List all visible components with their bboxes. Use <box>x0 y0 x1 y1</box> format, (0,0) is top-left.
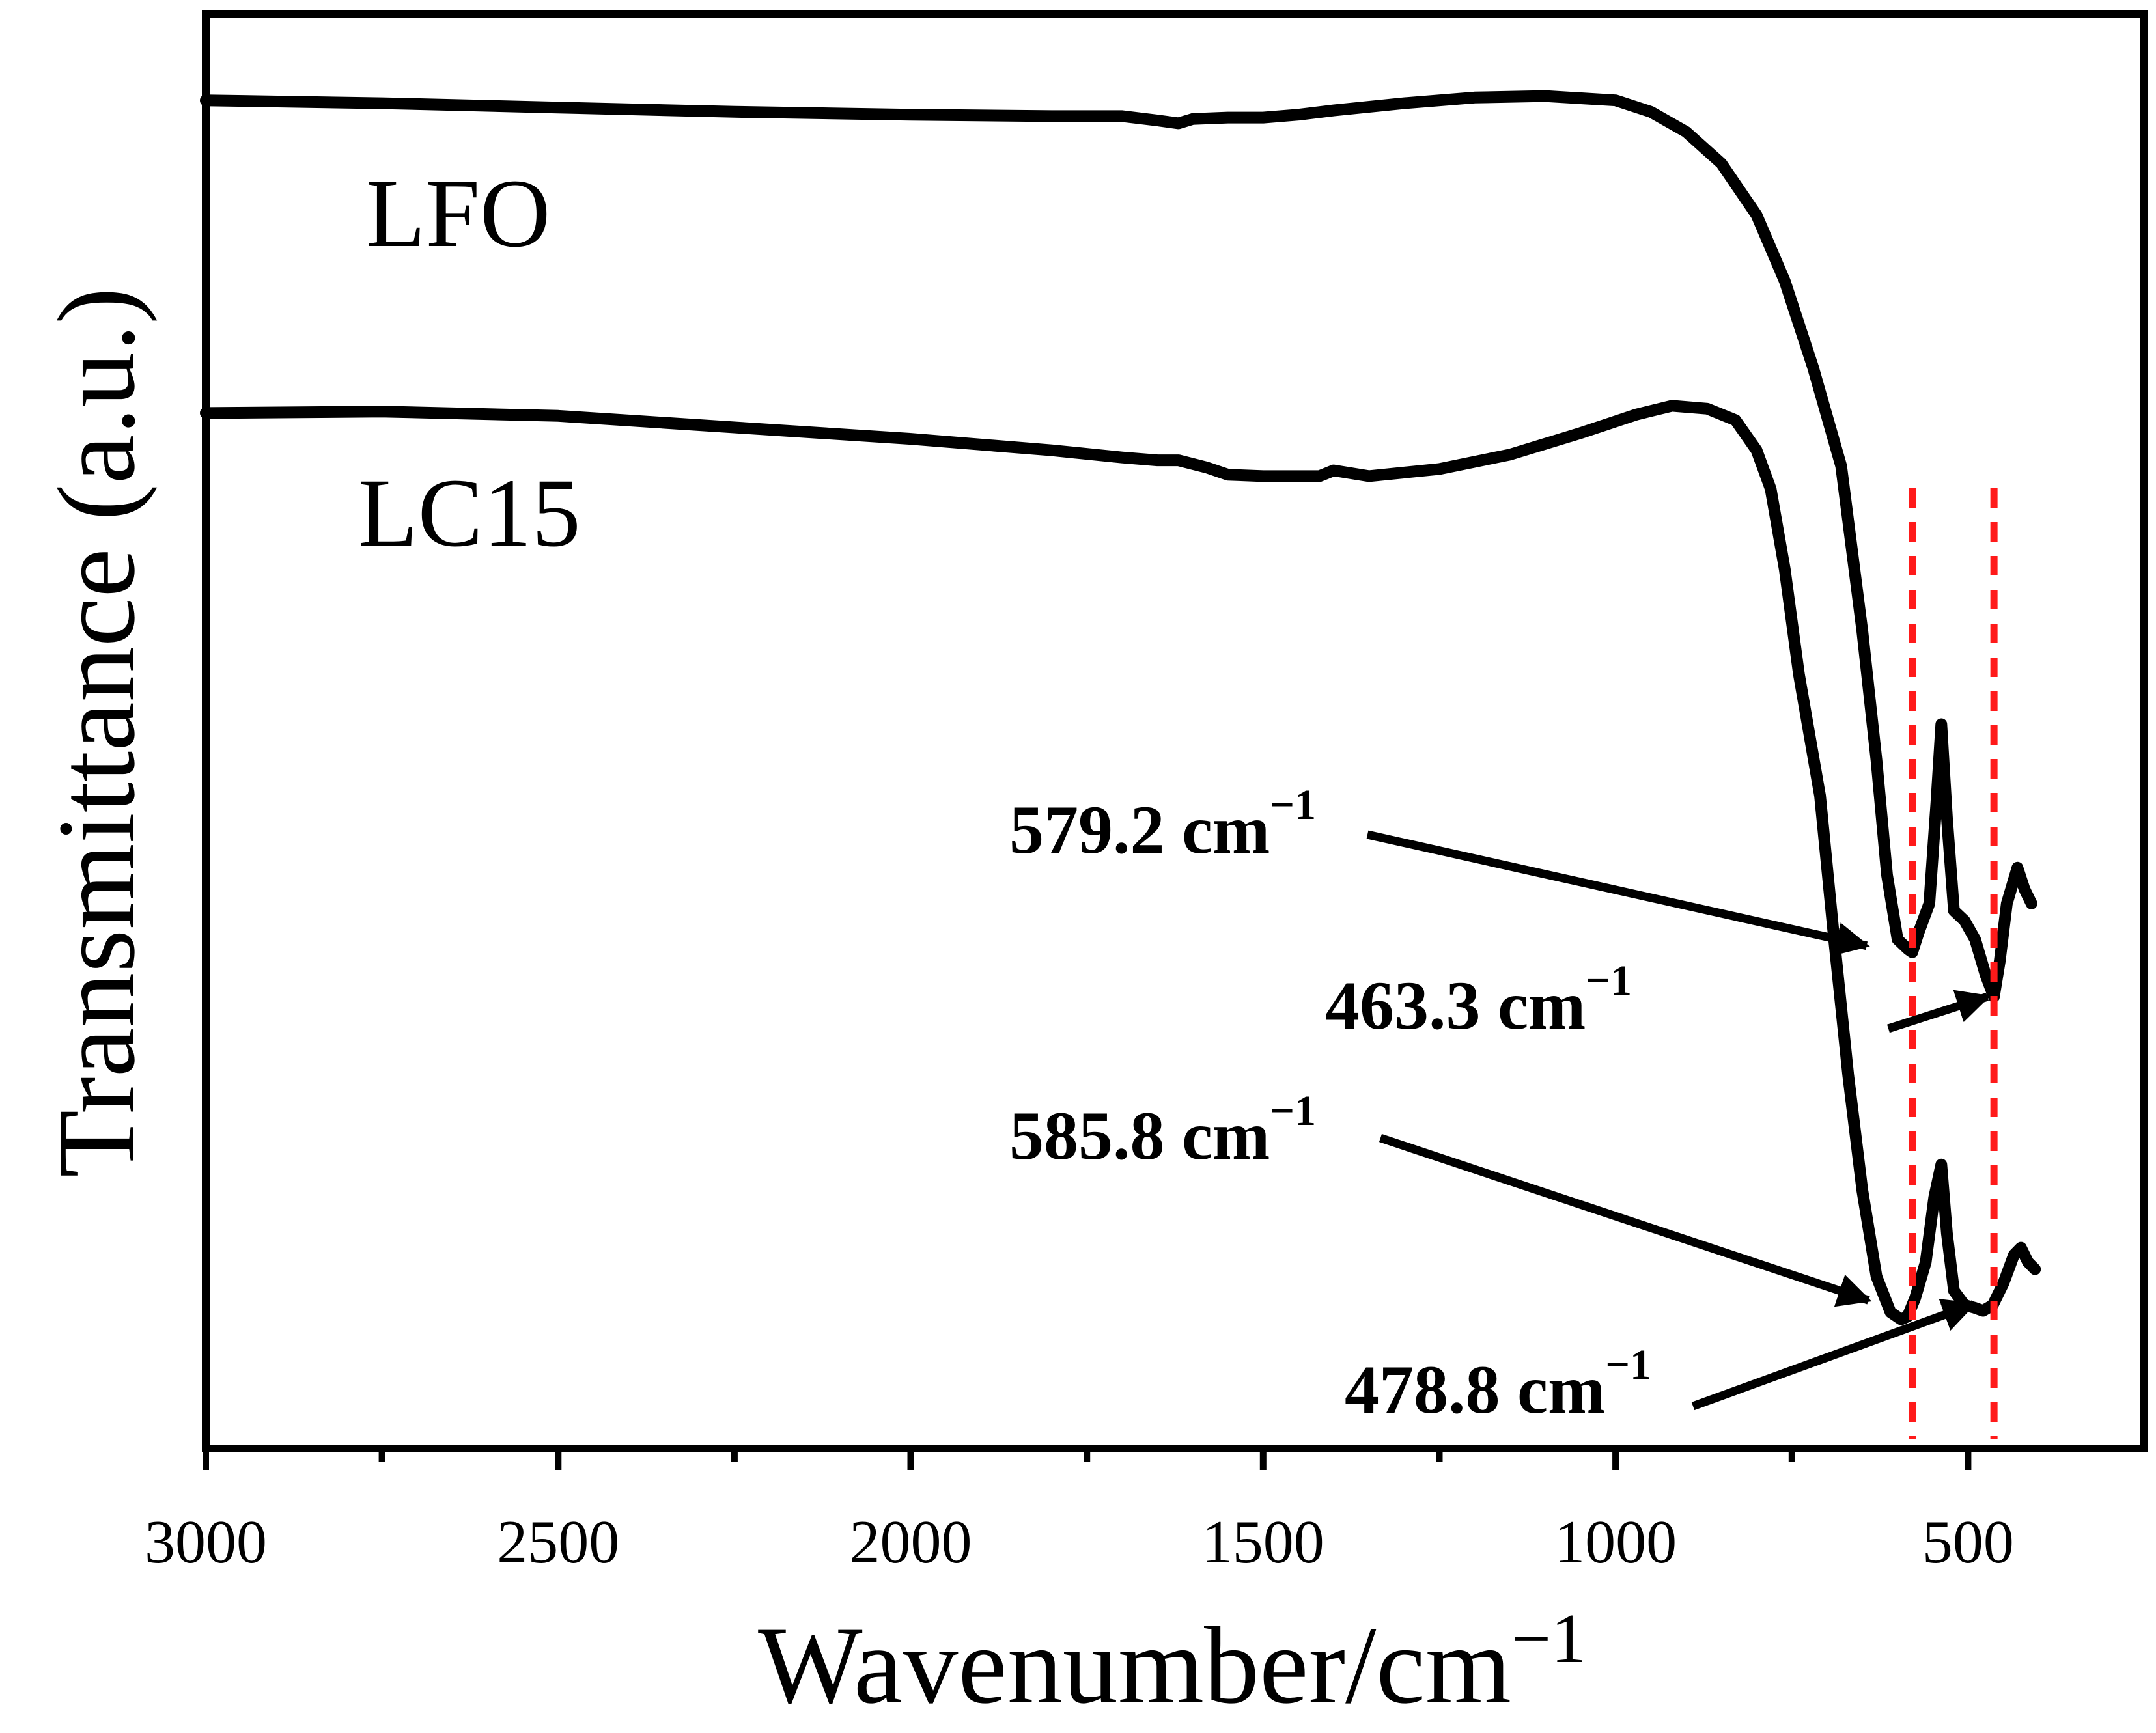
annotation-label-585: 585.8 cm−1 <box>1009 1087 1316 1174</box>
x-tick-label-500: 500 <box>1922 1508 2014 1576</box>
x-tick-label-3000: 3000 <box>145 1508 267 1576</box>
x-tick-label-2500: 2500 <box>497 1508 619 1576</box>
annotation-arrow-463 <box>1887 990 1991 1033</box>
series-label-lc15: LC15 <box>358 459 581 567</box>
x-tick-label-2000: 2000 <box>850 1508 972 1576</box>
series-line-lfo <box>200 90 2037 1003</box>
x-axis-title: Wavenumber/cm−1 <box>758 1600 1586 1726</box>
annotation-label-579: 579.2 cm−1 <box>1009 781 1316 868</box>
annotation-label-463: 463.3 cm−1 <box>1325 957 1632 1044</box>
annotation-arrow-478 <box>1691 1299 1977 1411</box>
x-tick-label-1500: 1500 <box>1202 1508 1324 1576</box>
y-axis-title: Transmittance (a.u.) <box>35 287 158 1178</box>
annotation-label-478: 478.8 cm−1 <box>1345 1341 1651 1428</box>
x-tick-label-1000: 1000 <box>1554 1508 1677 1576</box>
plot-frame <box>202 10 2148 1452</box>
annotation-arrow-579 <box>1366 830 1870 956</box>
annotation-arrow-585 <box>1379 1133 1872 1307</box>
series-label-lfo: LFO <box>366 159 550 268</box>
